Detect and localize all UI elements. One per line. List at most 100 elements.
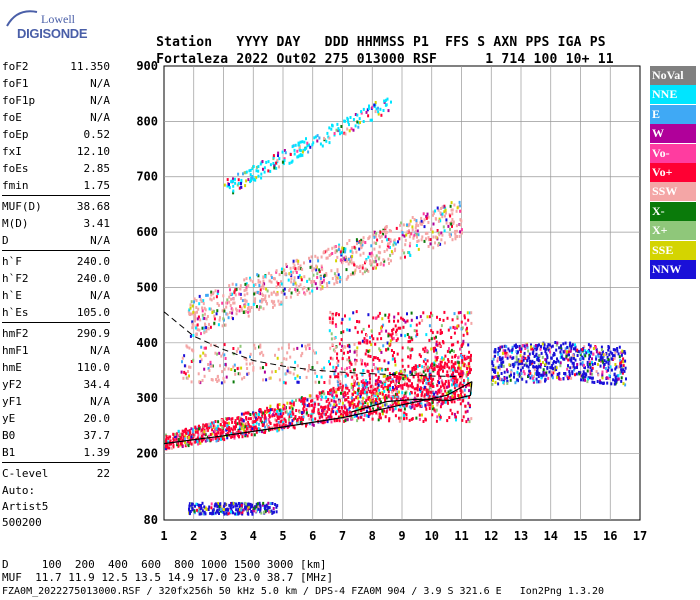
echo-point [231, 308, 234, 312]
param-value: 3.41 [83, 217, 111, 230]
echo-point [287, 343, 290, 347]
echo-point [511, 345, 514, 349]
echo-point [259, 366, 262, 370]
echo-point [462, 398, 465, 402]
echo-point [269, 163, 272, 167]
echo-point [348, 410, 351, 414]
echo-point [237, 178, 240, 182]
echo-point [302, 400, 305, 404]
echo-point [450, 365, 453, 369]
echo-point [238, 186, 241, 190]
echo-point [403, 407, 406, 411]
echo-point [360, 415, 363, 419]
echo-point [531, 359, 534, 363]
echo-point [522, 344, 525, 348]
echo-point [296, 364, 299, 368]
echo-point [288, 289, 291, 292]
echo-point [418, 321, 421, 325]
echo-point [351, 399, 354, 403]
echo-point [583, 345, 586, 349]
echo-point [328, 136, 331, 140]
echo-point [346, 408, 348, 412]
echo-point [292, 372, 295, 376]
echo-point [608, 353, 611, 357]
echo-point [596, 380, 599, 383]
echo-point [245, 425, 248, 428]
echo-point [344, 406, 347, 410]
echo-point [382, 374, 385, 378]
echo-point [292, 425, 295, 429]
echo-point [612, 378, 615, 382]
echo-point [351, 401, 354, 405]
echo-point [298, 416, 301, 420]
echo-point [290, 277, 293, 281]
legend-item: X- [650, 201, 696, 221]
echo-point [464, 404, 467, 408]
echo-point [360, 413, 363, 417]
echo-point [392, 243, 395, 247]
param-value: 20.0 [83, 412, 111, 425]
echo-point [423, 367, 426, 371]
echo-point [529, 360, 532, 364]
echo-point [470, 321, 473, 325]
echo-point [285, 372, 288, 376]
echo-point [385, 377, 388, 381]
echo-point [387, 405, 390, 409]
echo-point [387, 384, 390, 388]
echo-point [363, 270, 366, 274]
echo-point [351, 246, 354, 250]
echo-point [334, 369, 337, 373]
echo-point [222, 376, 225, 380]
echo-point [449, 204, 452, 208]
echo-point [243, 432, 246, 436]
echo-point [363, 337, 366, 341]
echo-point [232, 501, 235, 505]
echo-point [415, 404, 418, 408]
echo-point [367, 255, 370, 259]
echo-point [317, 411, 320, 415]
echo-point [165, 441, 168, 445]
echo-point [448, 366, 451, 370]
echo-point [621, 371, 624, 375]
echo-point [514, 381, 517, 385]
echo-point [243, 293, 246, 297]
echo-point [214, 420, 217, 423]
echo-point [361, 384, 364, 387]
echo-point [375, 266, 377, 270]
echo-point [184, 372, 187, 376]
echo-point [278, 367, 281, 371]
echo-point [303, 286, 306, 290]
echo-point [386, 238, 389, 242]
echo-point [368, 412, 371, 416]
echo-point [607, 376, 610, 380]
echo-point [202, 351, 205, 355]
echo-point [406, 397, 409, 401]
echo-point [231, 311, 234, 315]
echo-point [624, 351, 627, 355]
echo-point [465, 373, 468, 377]
echo-point [211, 432, 214, 436]
echo-point [620, 353, 623, 357]
echo-point [585, 351, 588, 355]
echo-point [328, 141, 331, 145]
echo-point [189, 440, 192, 444]
echo-point [438, 318, 441, 321]
echo-point [445, 218, 448, 222]
echo-point [212, 421, 215, 425]
echo-point [358, 406, 361, 410]
echo-point [262, 411, 264, 415]
echo-point [327, 407, 330, 411]
echo-point [227, 512, 230, 516]
echo-point [436, 330, 439, 334]
x-tick-label: 1 [160, 529, 167, 543]
param-row: B1 1.39 [2, 444, 110, 461]
echo-point [455, 389, 458, 393]
echo-point [364, 338, 367, 342]
echo-point [166, 446, 169, 450]
echo-point [401, 391, 404, 395]
echo-point [389, 388, 391, 391]
echo-point [348, 356, 351, 360]
echo-point [625, 377, 627, 381]
echo-point [264, 294, 267, 298]
param-name: C-level [2, 467, 49, 480]
